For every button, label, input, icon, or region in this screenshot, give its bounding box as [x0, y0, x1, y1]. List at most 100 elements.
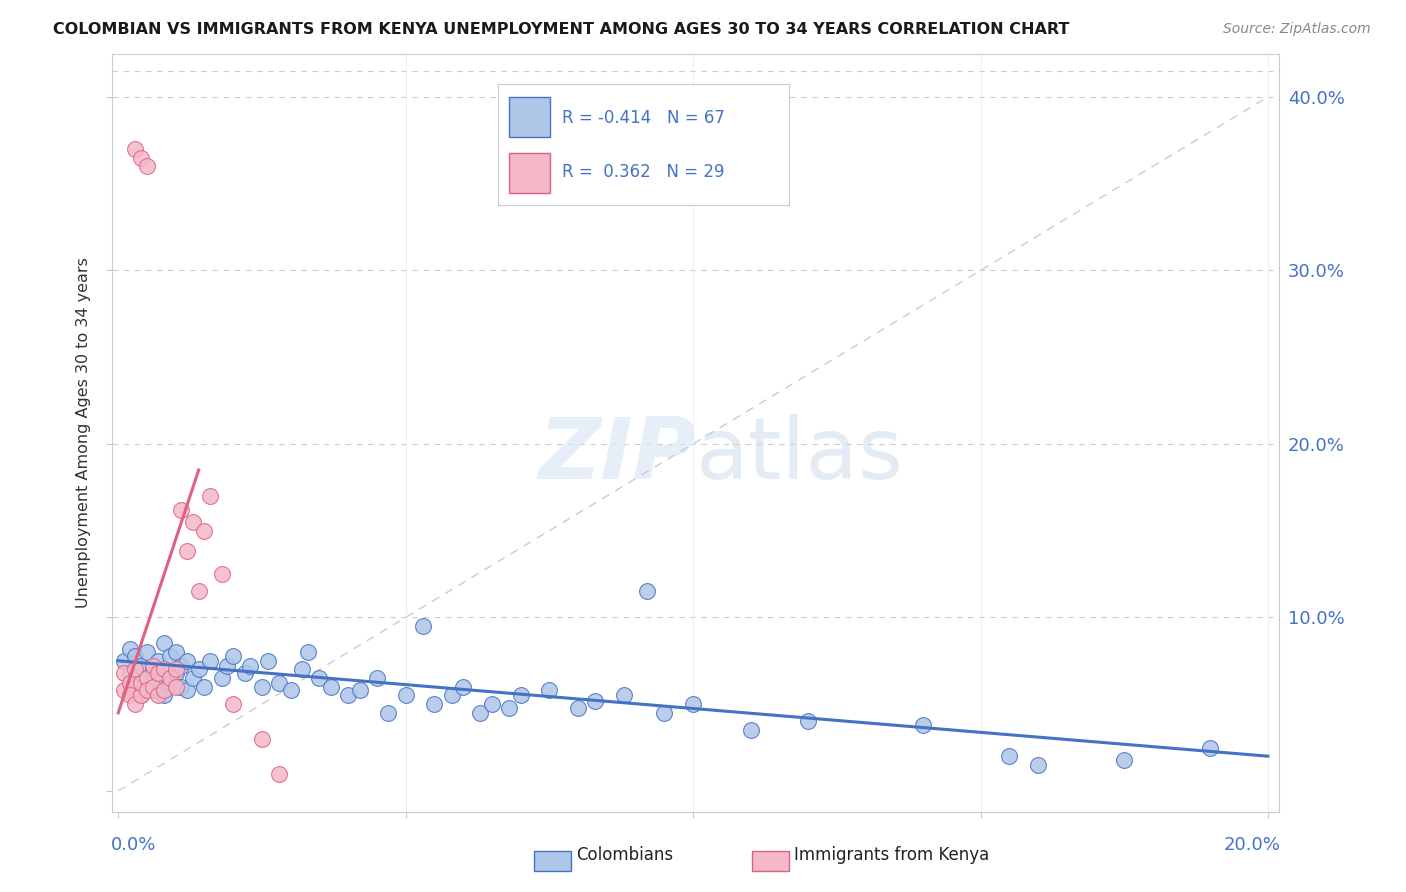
Point [222, 648, 245, 663]
Point [412, 619, 434, 633]
Point [217, 659, 239, 673]
Point [319, 680, 342, 694]
Point [280, 683, 302, 698]
Point [118, 676, 141, 690]
Point [187, 663, 209, 677]
Point [366, 671, 388, 685]
Point [159, 676, 181, 690]
Point [170, 659, 193, 673]
Point [308, 671, 330, 685]
Point [451, 680, 474, 694]
Point [233, 665, 256, 680]
Point [153, 683, 176, 698]
Point [170, 680, 193, 694]
Point [165, 663, 187, 677]
Point [112, 683, 135, 698]
Point [538, 683, 561, 698]
Point [211, 567, 233, 582]
Point [211, 671, 233, 685]
Point [136, 683, 159, 698]
Point [187, 584, 209, 599]
Point [129, 659, 152, 673]
Point [337, 689, 360, 703]
Point [165, 665, 187, 680]
Point [129, 689, 152, 703]
Point [165, 680, 187, 694]
Point [509, 689, 531, 703]
Point [165, 645, 187, 659]
Point [136, 671, 159, 685]
Point [200, 654, 222, 668]
Point [470, 706, 492, 720]
Point [136, 645, 159, 659]
Point [159, 648, 181, 663]
Point [153, 636, 176, 650]
Point [159, 671, 181, 685]
Point [423, 697, 446, 711]
Point [200, 489, 222, 503]
Point [148, 654, 170, 668]
Point [440, 689, 463, 703]
Point [498, 700, 520, 714]
Point [1199, 740, 1222, 755]
Point [222, 697, 245, 711]
Point [124, 648, 146, 663]
Point [1026, 757, 1049, 772]
Point [148, 665, 170, 680]
Point [269, 676, 291, 690]
Point [613, 689, 636, 703]
Point [291, 663, 314, 677]
Point [181, 515, 204, 529]
Point [250, 731, 273, 746]
Point [129, 151, 152, 165]
Point [176, 683, 198, 698]
Point [148, 689, 170, 703]
Point [797, 714, 820, 729]
Point [567, 700, 589, 714]
Text: 0.0%: 0.0% [111, 836, 156, 854]
Point [153, 689, 176, 703]
Point [1114, 753, 1136, 767]
Text: atlas: atlas [696, 414, 904, 497]
Point [176, 544, 198, 558]
Point [124, 697, 146, 711]
Point [193, 524, 215, 538]
Point [170, 503, 193, 517]
Point [636, 584, 658, 599]
Point [176, 654, 198, 668]
Point [256, 654, 278, 668]
Point [112, 665, 135, 680]
Point [682, 697, 704, 711]
Point [129, 689, 152, 703]
Point [129, 676, 152, 690]
Y-axis label: Unemployment Among Ages 30 to 34 years: Unemployment Among Ages 30 to 34 years [76, 257, 91, 608]
Point [583, 694, 606, 708]
Point [142, 663, 165, 677]
Point [239, 659, 262, 673]
Text: 20.0%: 20.0% [1223, 836, 1281, 854]
Point [395, 689, 418, 703]
Point [148, 674, 170, 689]
Point [124, 142, 146, 156]
Point [998, 749, 1021, 764]
Point [377, 706, 399, 720]
Point [250, 680, 273, 694]
Point [118, 689, 141, 703]
Point [142, 683, 165, 698]
Point [142, 680, 165, 694]
Text: Immigrants from Kenya: Immigrants from Kenya [794, 846, 990, 863]
Point [112, 654, 135, 668]
Point [297, 645, 319, 659]
Point [142, 659, 165, 673]
Point [654, 706, 676, 720]
Point [118, 665, 141, 680]
Text: Source: ZipAtlas.com: Source: ZipAtlas.com [1223, 22, 1371, 37]
Point [269, 766, 291, 780]
Text: ZIP: ZIP [538, 414, 696, 497]
Point [136, 159, 159, 173]
Point [118, 641, 141, 656]
Point [181, 671, 204, 685]
Point [481, 697, 503, 711]
Point [912, 718, 935, 732]
Point [349, 683, 371, 698]
